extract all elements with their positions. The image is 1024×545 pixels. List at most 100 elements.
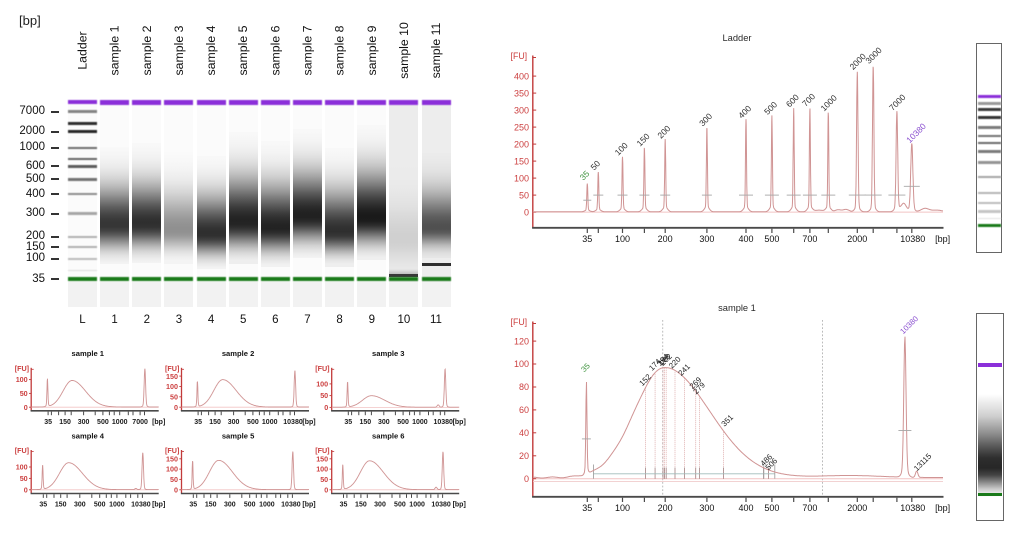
svg-text:[FU]: [FU]: [165, 446, 179, 455]
svg-text:150: 150: [514, 156, 529, 166]
svg-text:150: 150: [316, 454, 328, 463]
svg-text:200: 200: [658, 503, 673, 513]
svg-text:100: 100: [16, 375, 28, 384]
svg-text:0: 0: [174, 485, 178, 494]
svg-text:[bp]: [bp]: [935, 234, 950, 244]
svg-text:150: 150: [205, 502, 217, 509]
svg-text:80: 80: [519, 382, 529, 392]
svg-text:500: 500: [397, 419, 409, 426]
svg-text:Ladder: Ladder: [76, 31, 90, 69]
svg-text:10380: 10380: [283, 419, 303, 426]
svg-text:sample 1: sample 1: [72, 349, 105, 358]
svg-text:50: 50: [170, 475, 178, 484]
svg-text:10380: 10380: [433, 419, 453, 426]
svg-text:0: 0: [324, 485, 328, 494]
svg-text:300: 300: [378, 419, 390, 426]
svg-text:150: 150: [209, 419, 221, 426]
svg-text:150: 150: [55, 502, 67, 509]
svg-text:100: 100: [613, 140, 630, 157]
svg-text:100: 100: [316, 465, 328, 474]
svg-text:35: 35: [582, 503, 592, 513]
svg-text:3000: 3000: [863, 45, 884, 66]
svg-text:35: 35: [578, 168, 592, 182]
svg-text:500: 500: [244, 502, 256, 509]
svg-text:[FU]: [FU]: [15, 364, 29, 373]
svg-text:[FU]: [FU]: [15, 446, 29, 455]
svg-text:35: 35: [189, 502, 197, 509]
svg-text:sample 8: sample 8: [333, 25, 347, 75]
svg-text:sample 10: sample 10: [397, 22, 411, 79]
svg-text:300: 300: [78, 419, 90, 426]
svg-text:35: 35: [44, 419, 52, 426]
svg-text:sample 6: sample 6: [372, 432, 405, 441]
svg-text:351: 351: [720, 413, 736, 429]
svg-text:600: 600: [784, 92, 801, 109]
svg-text:0: 0: [24, 403, 28, 412]
svg-text:50: 50: [320, 391, 328, 400]
svg-text:50: 50: [588, 158, 602, 172]
svg-text:1000: 1000: [262, 419, 278, 426]
svg-text:100: 100: [514, 173, 529, 183]
svg-text:[FU]: [FU]: [511, 51, 528, 61]
svg-text:50: 50: [519, 190, 529, 200]
svg-text:sample 9: sample 9: [365, 25, 379, 75]
svg-text:0: 0: [324, 403, 328, 412]
svg-text:500: 500: [764, 234, 779, 244]
svg-text:[bp]: [bp]: [302, 502, 315, 509]
svg-text:152: 152: [637, 372, 653, 388]
svg-text:2000: 2000: [847, 234, 867, 244]
svg-text:[FU]: [FU]: [315, 446, 329, 455]
svg-text:700: 700: [802, 503, 817, 513]
svg-text:300: 300: [699, 503, 714, 513]
svg-text:100: 100: [615, 503, 630, 513]
svg-text:sample 3: sample 3: [372, 349, 405, 358]
svg-text:sample 4: sample 4: [204, 25, 218, 75]
svg-text:0: 0: [174, 403, 178, 412]
svg-text:0: 0: [524, 474, 529, 484]
svg-text:100: 100: [316, 380, 328, 389]
svg-text:sample 2: sample 2: [222, 349, 255, 358]
svg-text:300: 300: [74, 502, 86, 509]
svg-text:120: 120: [514, 336, 529, 346]
svg-text:sample 4: sample 4: [72, 432, 105, 441]
svg-text:10380: 10380: [131, 502, 151, 509]
svg-text:50: 50: [170, 392, 178, 401]
svg-text:10380: 10380: [281, 502, 301, 509]
svg-text:sample 11: sample 11: [429, 22, 443, 78]
svg-text:35: 35: [194, 419, 202, 426]
svg-text:Ladder: Ladder: [723, 33, 752, 43]
svg-text:150: 150: [166, 454, 178, 463]
svg-text:sample 1: sample 1: [718, 303, 756, 313]
svg-text:[bp]: [bp]: [453, 502, 466, 509]
svg-text:400: 400: [738, 503, 753, 513]
svg-text:500: 500: [764, 503, 779, 513]
svg-text:400: 400: [736, 103, 753, 120]
svg-text:400: 400: [738, 234, 753, 244]
svg-text:500: 500: [94, 502, 106, 509]
svg-text:300: 300: [228, 419, 240, 426]
svg-text:10380: 10380: [431, 502, 451, 509]
svg-text:40: 40: [519, 428, 529, 438]
svg-text:[FU]: [FU]: [315, 364, 329, 373]
svg-text:150: 150: [635, 131, 652, 148]
svg-text:[bp]: [bp]: [453, 419, 466, 426]
svg-text:[FU]: [FU]: [165, 364, 179, 373]
svg-text:1000: 1000: [109, 502, 125, 509]
svg-text:1000: 1000: [409, 502, 425, 509]
svg-text:300: 300: [374, 502, 386, 509]
svg-text:7000: 7000: [887, 92, 908, 113]
svg-text:sample 5: sample 5: [222, 432, 255, 441]
svg-text:150: 150: [355, 502, 367, 509]
svg-text:250: 250: [514, 122, 529, 132]
svg-text:700: 700: [800, 91, 817, 108]
svg-text:13115: 13115: [912, 451, 934, 473]
svg-text:[bp]: [bp]: [152, 419, 165, 426]
svg-text:1000: 1000: [259, 502, 275, 509]
svg-text:10380: 10380: [898, 314, 920, 336]
svg-text:300: 300: [224, 502, 236, 509]
svg-text:150: 150: [359, 419, 371, 426]
svg-text:500: 500: [394, 502, 406, 509]
svg-text:300: 300: [697, 111, 714, 128]
svg-text:35: 35: [579, 361, 592, 374]
svg-text:1000: 1000: [412, 419, 428, 426]
